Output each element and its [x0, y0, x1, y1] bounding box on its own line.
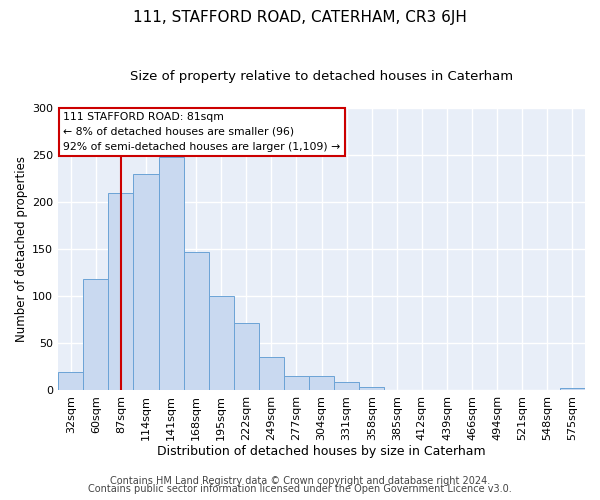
Bar — [309, 376, 334, 390]
Bar — [259, 358, 284, 390]
Text: 111 STAFFORD ROAD: 81sqm
← 8% of detached houses are smaller (96)
92% of semi-de: 111 STAFFORD ROAD: 81sqm ← 8% of detache… — [64, 112, 341, 152]
Text: 111, STAFFORD ROAD, CATERHAM, CR3 6JH: 111, STAFFORD ROAD, CATERHAM, CR3 6JH — [133, 10, 467, 25]
Bar — [560, 388, 585, 390]
Bar — [209, 296, 234, 390]
Bar — [109, 192, 133, 390]
X-axis label: Distribution of detached houses by size in Caterham: Distribution of detached houses by size … — [157, 444, 486, 458]
Bar — [284, 376, 309, 390]
Bar — [83, 279, 109, 390]
Bar — [58, 372, 83, 390]
Bar — [334, 382, 359, 390]
Bar — [359, 386, 384, 390]
Text: Contains HM Land Registry data © Crown copyright and database right 2024.: Contains HM Land Registry data © Crown c… — [110, 476, 490, 486]
Bar — [184, 252, 209, 390]
Text: Contains public sector information licensed under the Open Government Licence v3: Contains public sector information licen… — [88, 484, 512, 494]
Bar — [158, 157, 184, 390]
Bar — [133, 174, 158, 390]
Bar — [234, 322, 259, 390]
Y-axis label: Number of detached properties: Number of detached properties — [15, 156, 28, 342]
Title: Size of property relative to detached houses in Caterham: Size of property relative to detached ho… — [130, 70, 513, 83]
